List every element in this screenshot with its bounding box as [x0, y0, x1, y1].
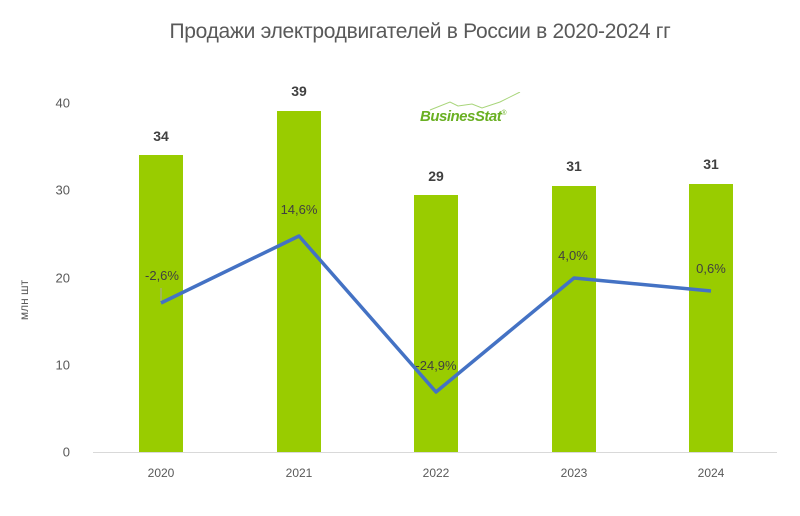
bar-label-2020: 34 [153, 128, 169, 144]
bar-2024 [689, 184, 733, 452]
x-tick-2021: 2021 [285, 466, 313, 480]
x-tick-2020: 2020 [147, 466, 175, 480]
bar-2022 [414, 195, 458, 452]
y-tick-10: 10 [55, 357, 70, 373]
bar-label-2022: 29 [428, 168, 444, 184]
y-tick-30: 30 [55, 182, 70, 198]
bar-2021 [277, 111, 321, 452]
logo-swoosh-icon [429, 92, 521, 111]
y-tick-0: 0 [62, 444, 70, 460]
pct-label-2023: 4,0% [558, 248, 588, 263]
y-tick-40: 40 [55, 95, 70, 111]
logo-text: BusinesStat® [420, 108, 506, 125]
x-axis-line [93, 452, 777, 453]
y-tick-20: 20 [55, 270, 70, 286]
pct-label-2022: -24,9% [415, 358, 457, 373]
x-tick-2023: 2023 [560, 466, 588, 480]
bar-2020 [139, 155, 183, 452]
businesstat-logo: BusinesStat® [420, 92, 530, 132]
pct-label-2020: -2,6% [145, 268, 179, 283]
bar-label-2024: 31 [703, 156, 719, 172]
bar-label-2021: 39 [291, 83, 307, 99]
chart-title: Продажи электродвигателей в России в 202… [169, 20, 671, 43]
bar-2023 [552, 186, 596, 452]
x-tick-2022: 2022 [422, 466, 450, 480]
bar-label-2023: 31 [566, 158, 582, 174]
pct-label-2024: 0,6% [696, 261, 726, 276]
x-tick-2024: 2024 [697, 466, 725, 480]
pct-label-2021: 14,6% [280, 202, 318, 217]
